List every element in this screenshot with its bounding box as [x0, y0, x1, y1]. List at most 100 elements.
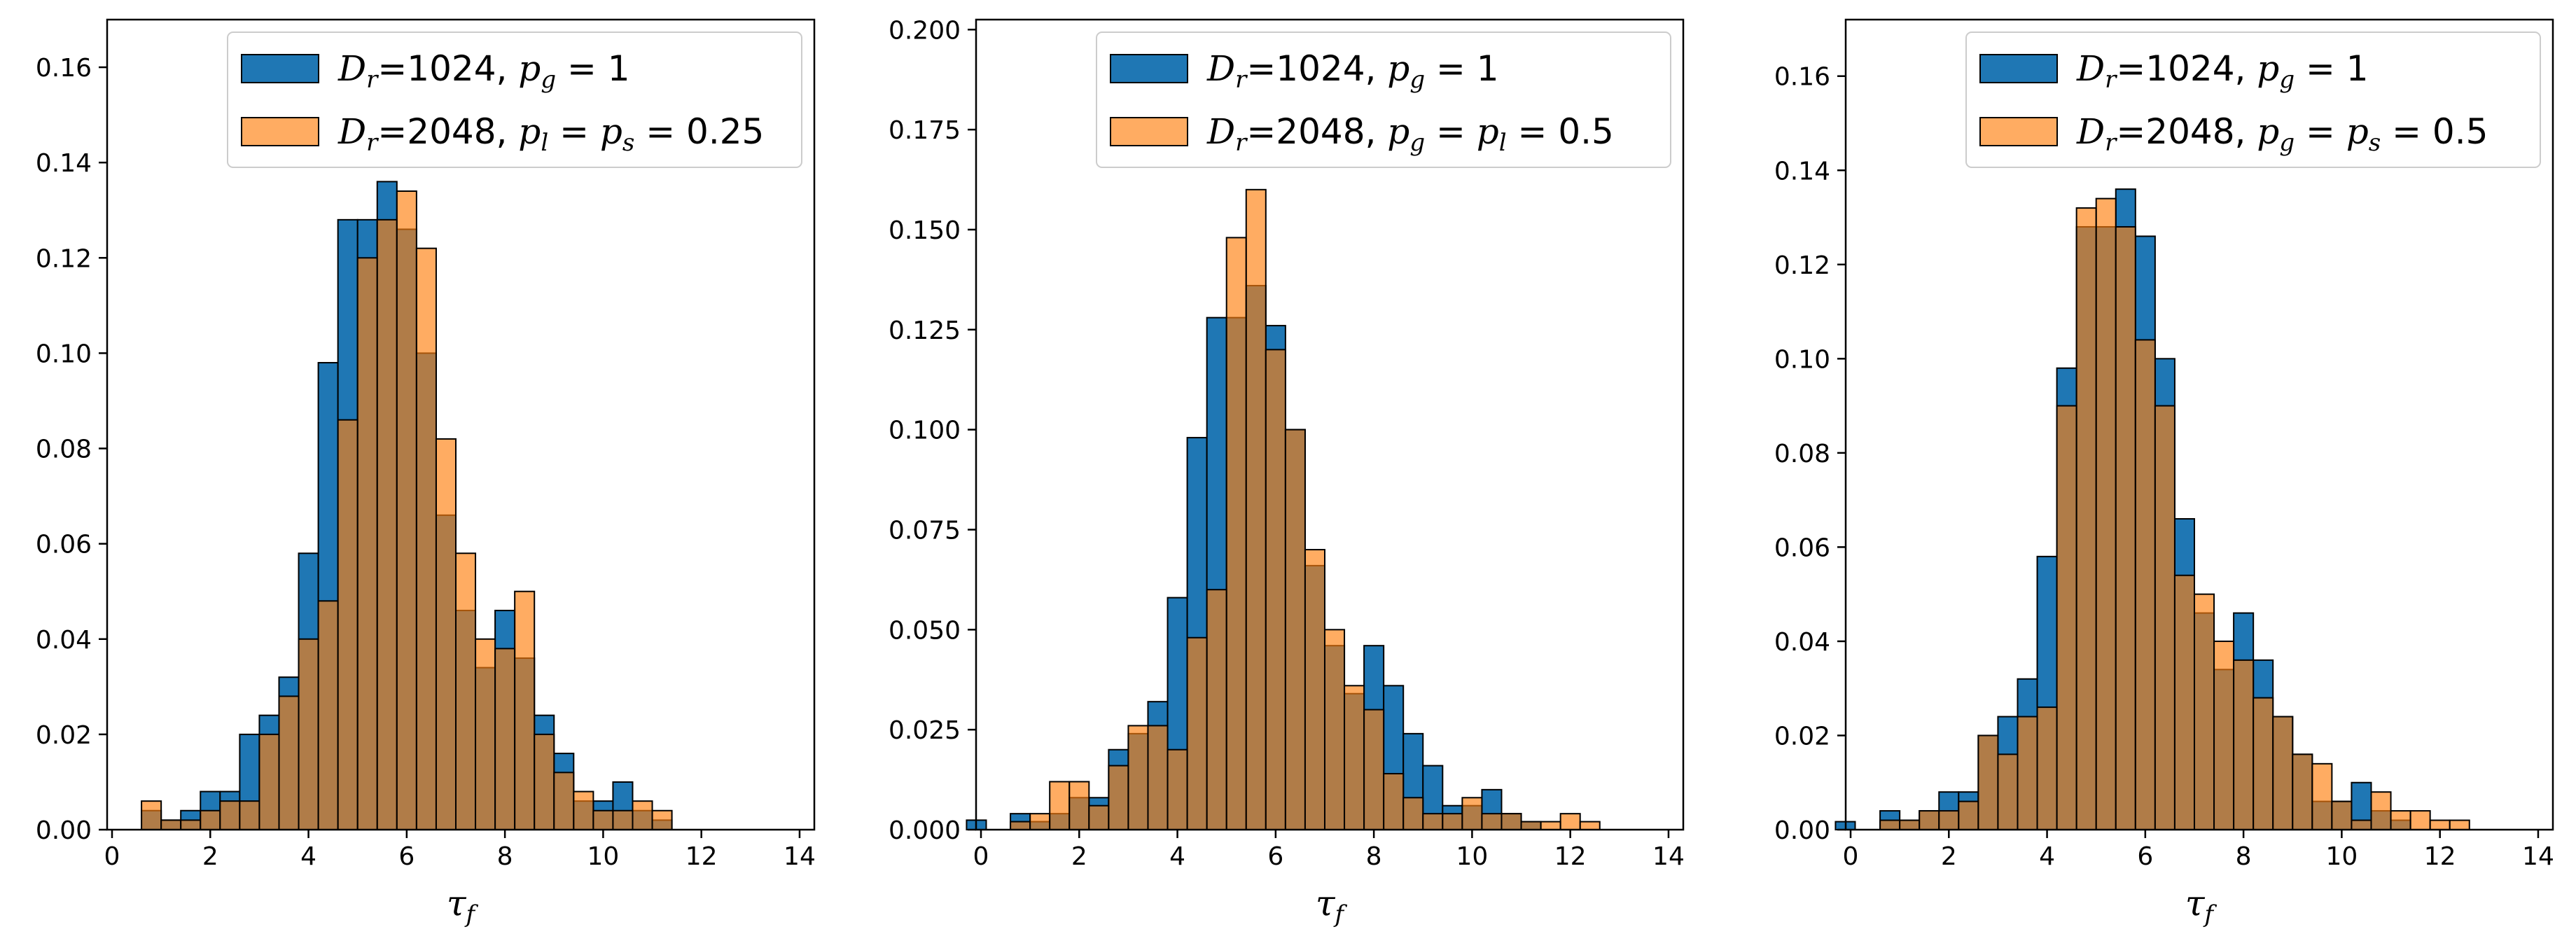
y-tick-label: 0.10 — [36, 340, 92, 368]
series-2-bars — [1879, 197, 2470, 831]
histogram-bar — [1879, 819, 1901, 831]
histogram-bar — [1167, 748, 1188, 830]
histogram-bar — [592, 809, 614, 831]
histogram-bar — [1245, 188, 1267, 830]
histogram-bar — [1919, 810, 1940, 830]
histogram-bar — [1501, 813, 1522, 831]
y-tick-label: 0.100 — [889, 417, 961, 445]
y-tick-label: 0.04 — [1774, 628, 1830, 657]
x-tick-label: 4 — [2039, 842, 2055, 871]
histogram-bar — [553, 772, 575, 830]
y-tick-label: 0.06 — [36, 531, 92, 559]
histogram-bar — [1068, 781, 1090, 830]
histogram-bar — [1206, 589, 1227, 830]
axes-frame — [975, 18, 1685, 831]
histogram-bar — [396, 190, 417, 830]
y-tick-label: 0.150 — [889, 216, 961, 245]
x-tick-label: 14 — [1652, 842, 1685, 871]
histogram-bar — [2154, 405, 2175, 830]
histogram-bar — [1284, 428, 1306, 830]
x-tick-label: 0 — [1843, 842, 1859, 871]
x-tick-label: 12 — [685, 842, 718, 871]
histogram-bar — [2429, 819, 2451, 831]
histogram-bar — [2213, 640, 2235, 830]
histogram-bar — [1520, 821, 1542, 830]
x-tick-label: 12 — [1554, 842, 1587, 871]
x-tick-label: 6 — [1267, 842, 1283, 871]
histogram-bar — [2056, 405, 2077, 830]
chart-panel-2: 0 2 4 6 8 10 12 140.0000.0250.0500.0750.1000.12… — [889, 16, 1856, 928]
x-tick-label: 10 — [1456, 842, 1488, 871]
histogram-bar — [2095, 197, 2117, 830]
y-tick-label: 0.02 — [1774, 722, 1830, 751]
legend-label: Dr=1024, pg = 1 — [337, 48, 630, 94]
x-tick-label: 10 — [587, 842, 619, 871]
legend-label: Dr=1024, pg = 1 — [2076, 48, 2369, 94]
legend-box — [227, 32, 802, 168]
y-tick-label: 0.12 — [36, 244, 92, 273]
histogram-bar — [1010, 821, 1031, 830]
histogram-bar — [200, 809, 221, 831]
series-2-bars — [1010, 188, 1601, 831]
y-tick-label: 0.175 — [889, 116, 961, 145]
histogram-bar — [298, 638, 319, 830]
histogram-bar — [2272, 716, 2294, 830]
y-tick-label: 0.14 — [36, 149, 92, 178]
histogram-bar — [651, 809, 673, 831]
chart-panel-3: 0 2 4 6 8 10 12 14 0.00 0.02 0.04 0.06 0.08 0.10 0.12 0… — [1774, 18, 2554, 928]
y-tick-label: 0.06 — [1774, 534, 1830, 562]
histogram-bar — [1304, 549, 1325, 830]
legend: Dr=1024, pg = 1 Dr=2048, pl = ps = 0.25 — [227, 32, 802, 168]
legend-swatch — [241, 54, 319, 83]
histogram-bar — [2390, 810, 2411, 830]
histogram-bar — [337, 419, 358, 830]
histogram-bar — [2036, 706, 2058, 830]
x-tick-label: 0 — [104, 842, 120, 871]
histogram-bar — [1108, 765, 1129, 830]
histogram-bar — [2311, 762, 2333, 830]
histogram-bar — [180, 819, 202, 831]
legend: Dr=1024, pg = 1 Dr=2048, pg = ps = 0.5 — [1965, 32, 2541, 168]
legend-label: Dr=2048, pg = pl = 0.5 — [1206, 111, 1614, 157]
histogram-bar — [475, 638, 496, 830]
legend: Dr=1024, pg = 1 Dr=2048, pg = pl = 0.5 — [1096, 32, 1671, 168]
histogram-bar — [1344, 685, 1365, 830]
histogram-bar — [1540, 821, 1561, 830]
histogram-bar — [1265, 349, 1286, 830]
histogram-bar — [160, 819, 182, 831]
histogram-bar — [2351, 819, 2372, 831]
histogram-bar — [356, 257, 378, 831]
y-tick-label: 0.10 — [1774, 345, 1830, 374]
histogram-bar — [573, 790, 594, 831]
histogram-bar — [534, 733, 555, 830]
legend-box — [1096, 32, 1671, 168]
histogram-bar — [1559, 813, 1581, 831]
y-tick-label: 0.12 — [1774, 251, 1830, 280]
x-tick-label: 8 — [497, 842, 513, 871]
x-tick-label: 0 — [973, 842, 989, 871]
histogram-bar — [1977, 734, 1999, 830]
histogram-bar — [317, 600, 339, 830]
histogram-bar — [1461, 797, 1483, 831]
histogram-bar — [1402, 797, 1424, 831]
y-tick-label: 0.14 — [1774, 157, 1830, 186]
histogram-bar — [435, 438, 457, 830]
y-tick-label: 0.08 — [36, 435, 92, 464]
histogram-bar — [1579, 821, 1601, 830]
x-tick-label: 2 — [1941, 842, 1957, 871]
histogram-bar — [1383, 773, 1405, 831]
histogram-bar — [1997, 753, 2019, 830]
axes-frame — [1844, 18, 2554, 831]
y-tick-label: 0.08 — [1774, 440, 1830, 468]
histogram-bar — [2233, 659, 2255, 831]
histogram-bar — [1049, 781, 1071, 830]
histogram-bar — [376, 218, 398, 831]
y-tick-label: 0.00 — [1774, 816, 1830, 845]
histogram-bar — [1323, 629, 1346, 830]
y-tick-label: 0.16 — [1774, 63, 1830, 92]
histogram-bar — [258, 733, 280, 830]
y-tick-label: 0.200 — [889, 16, 961, 45]
histogram-bar — [1481, 813, 1503, 831]
histogram-bar — [612, 809, 634, 831]
